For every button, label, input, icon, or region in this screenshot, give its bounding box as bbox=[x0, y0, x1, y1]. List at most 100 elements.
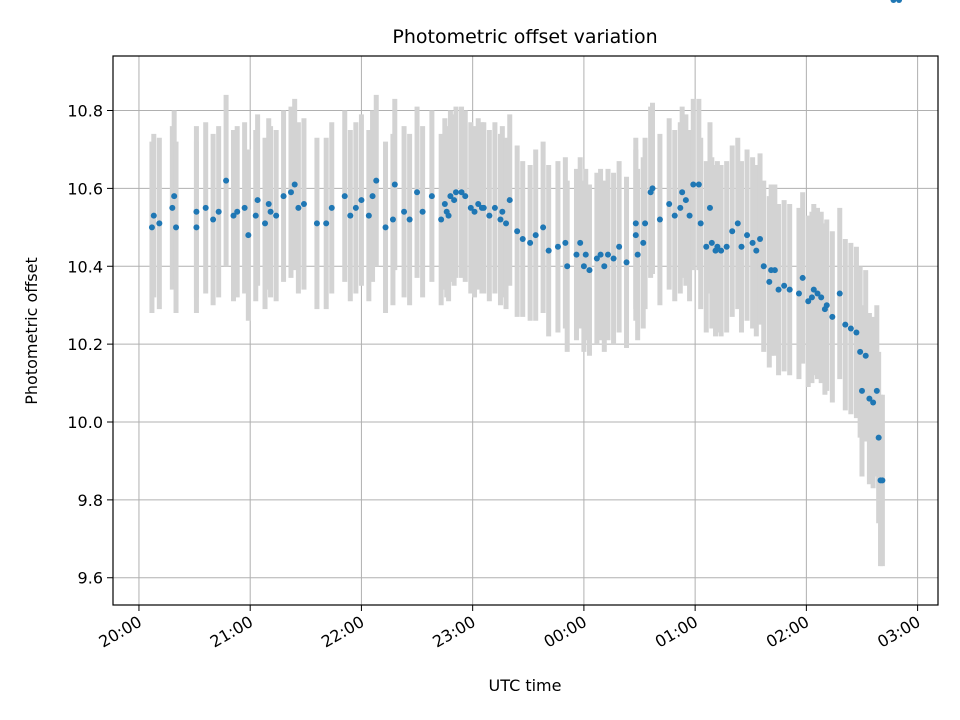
data-point bbox=[734, 220, 741, 227]
data-point bbox=[451, 197, 458, 204]
data-point bbox=[156, 220, 163, 227]
data-point bbox=[753, 247, 760, 254]
x-tick-label: 22:00 bbox=[318, 612, 367, 652]
x-tick-label: 21:00 bbox=[207, 612, 256, 652]
data-point bbox=[616, 243, 623, 250]
data-point bbox=[601, 263, 608, 270]
data-point bbox=[295, 204, 302, 211]
data-point bbox=[230, 212, 237, 219]
data-point bbox=[173, 224, 180, 231]
data-point bbox=[818, 294, 825, 301]
data-point bbox=[873, 387, 880, 394]
data-point bbox=[241, 204, 248, 211]
data-point bbox=[879, 477, 886, 484]
data-point bbox=[781, 282, 788, 289]
data-point bbox=[545, 247, 552, 254]
data-point bbox=[389, 216, 396, 223]
data-point bbox=[438, 216, 445, 223]
data-point bbox=[686, 212, 693, 219]
y-tick-label: 10.4 bbox=[67, 257, 103, 276]
data-point bbox=[234, 208, 241, 215]
data-point bbox=[406, 216, 413, 223]
data-point bbox=[853, 329, 860, 336]
data-point bbox=[382, 224, 389, 231]
data-point bbox=[656, 216, 663, 223]
data-point bbox=[623, 259, 630, 266]
data-point bbox=[471, 208, 478, 215]
data-point bbox=[169, 204, 176, 211]
data-point bbox=[706, 204, 713, 211]
data-point bbox=[373, 177, 380, 184]
data-point bbox=[215, 208, 222, 215]
data-point bbox=[697, 220, 704, 227]
data-point bbox=[671, 212, 678, 219]
data-point bbox=[814, 290, 821, 297]
y-axis-title: Photometric offset bbox=[22, 257, 41, 405]
data-point bbox=[202, 204, 209, 211]
data-point bbox=[749, 239, 756, 246]
data-point bbox=[497, 216, 504, 223]
data-point bbox=[554, 243, 561, 250]
data-point bbox=[347, 212, 354, 219]
data-point bbox=[723, 243, 730, 250]
data-point bbox=[677, 204, 684, 211]
data-point bbox=[564, 263, 571, 270]
data-point bbox=[352, 204, 359, 211]
data-point bbox=[805, 298, 812, 305]
data-point bbox=[580, 263, 587, 270]
x-tick-label: 01:00 bbox=[652, 612, 701, 652]
data-point bbox=[273, 212, 280, 219]
data-point bbox=[291, 181, 298, 188]
data-point bbox=[419, 208, 426, 215]
data-point bbox=[842, 321, 849, 328]
data-point bbox=[642, 220, 649, 227]
data-point bbox=[795, 290, 802, 297]
data-point bbox=[452, 189, 459, 196]
data-points bbox=[148, 0, 903, 484]
data-point bbox=[632, 232, 639, 239]
data-point bbox=[262, 220, 269, 227]
data-point bbox=[441, 200, 448, 207]
data-point bbox=[369, 193, 376, 200]
plot-frame bbox=[112, 55, 939, 606]
data-point bbox=[341, 193, 348, 200]
x-tick-label: 20:00 bbox=[96, 612, 145, 652]
data-point bbox=[896, 0, 903, 3]
y-tick-label: 9.6 bbox=[78, 569, 103, 588]
data-point bbox=[458, 189, 465, 196]
data-point bbox=[634, 251, 641, 258]
data-point bbox=[666, 200, 673, 207]
data-point bbox=[714, 243, 721, 250]
data-point bbox=[823, 302, 830, 309]
data-point bbox=[467, 204, 474, 211]
data-point bbox=[829, 313, 836, 320]
data-point bbox=[401, 208, 408, 215]
data-point bbox=[870, 399, 877, 406]
data-point bbox=[445, 212, 452, 219]
data-point bbox=[280, 193, 287, 200]
data-point bbox=[540, 224, 547, 231]
data-point bbox=[862, 352, 869, 359]
data-point bbox=[679, 189, 686, 196]
x-axis-ticks: 20:00 21:00 22:00 23:00 00:00 01:00 02:00 03:00 bbox=[96, 605, 924, 652]
data-point bbox=[836, 290, 843, 297]
data-point bbox=[577, 239, 584, 246]
data-point bbox=[605, 251, 611, 258]
data-point bbox=[632, 220, 639, 227]
data-point bbox=[414, 189, 421, 196]
data-point bbox=[323, 220, 330, 227]
data-point bbox=[519, 236, 526, 242]
x-tick-label: 23:00 bbox=[429, 612, 478, 652]
data-point bbox=[690, 181, 697, 188]
data-point bbox=[808, 294, 815, 301]
data-point bbox=[582, 251, 589, 258]
data-point bbox=[245, 232, 252, 239]
data-point bbox=[708, 239, 715, 246]
data-point bbox=[766, 278, 773, 285]
y-tick-label: 10.6 bbox=[67, 179, 103, 198]
data-point bbox=[858, 387, 865, 394]
data-point bbox=[150, 212, 157, 219]
data-point bbox=[428, 193, 435, 200]
data-point bbox=[718, 247, 725, 254]
